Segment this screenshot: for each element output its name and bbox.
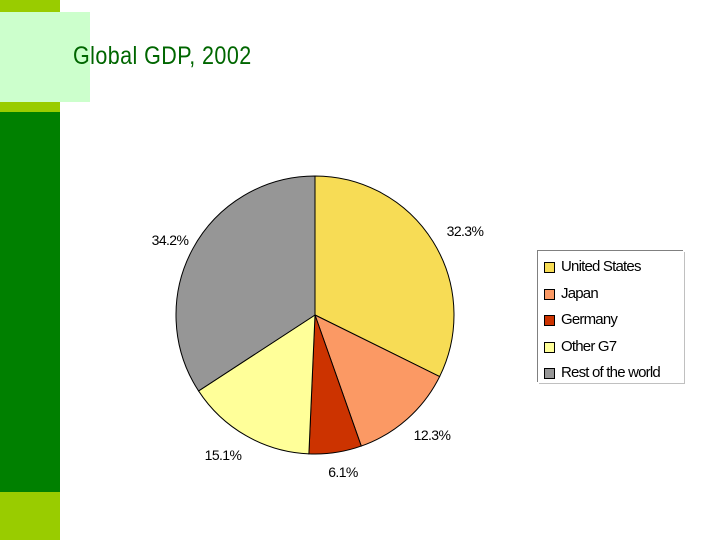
data-label-united-states: 32.3% xyxy=(447,223,484,239)
data-label-rest-of-the-world: 34.2% xyxy=(152,232,189,248)
top-accent-bar xyxy=(0,0,60,12)
slide-title: Global GDP, 2002 xyxy=(73,42,252,70)
data-label-japan: 12.3% xyxy=(414,427,451,443)
pie-slice-japan xyxy=(314,314,441,447)
legend-item-united-states: United States xyxy=(539,258,689,278)
pie-slice-other-g7 xyxy=(197,314,316,455)
pie-slice-rest-of-the-world xyxy=(175,175,316,392)
legend-swatch xyxy=(544,315,555,326)
legend-label: Rest of the world xyxy=(561,364,661,381)
legend-label: Germany xyxy=(561,311,618,328)
legend-swatch xyxy=(544,368,555,379)
legend-item-germany: Germany xyxy=(539,311,689,331)
chart-legend: United States Japan Germany Other G7 Rest of… xyxy=(538,251,684,383)
bottom-accent-bar xyxy=(0,492,60,540)
legend-swatch xyxy=(544,341,555,353)
legend-label: Other G7 xyxy=(561,337,617,355)
legend-item-japan: Japan xyxy=(539,285,689,305)
title-accent-box xyxy=(0,12,90,102)
legend-swatch xyxy=(544,262,555,273)
legend-item-rest-of-the-world: Rest of the world xyxy=(539,364,689,384)
pie-slice-united-states xyxy=(314,175,455,378)
data-label-germany: 6.1% xyxy=(328,464,358,480)
legend-label: United States xyxy=(561,258,641,275)
data-label-other-g7: 15.1% xyxy=(205,447,242,463)
legend-swatch xyxy=(544,288,555,300)
legend-label: Japan xyxy=(561,284,599,302)
legend-item-other-g7: Other G7 xyxy=(539,338,689,358)
title-accent-strip xyxy=(0,102,60,112)
